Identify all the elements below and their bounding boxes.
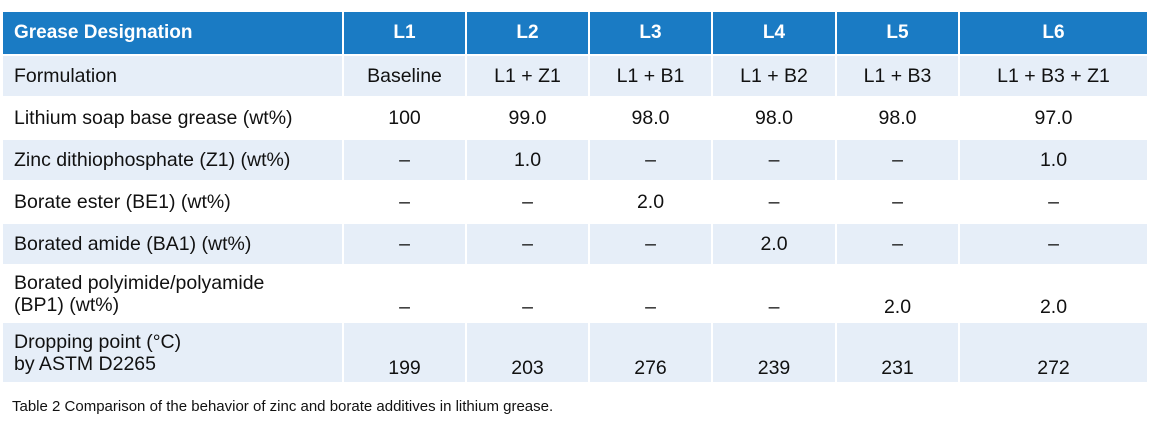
table-cell: – bbox=[836, 181, 960, 224]
table-cell: 272 bbox=[959, 322, 1147, 384]
table-row: Zinc dithiophosphate (Z1) (wt%) – 1.0 – … bbox=[3, 139, 1147, 182]
table-cell: 199 bbox=[343, 322, 467, 384]
row-label: Lithium soap base grease (wt%) bbox=[3, 97, 344, 140]
table-row: Dropping point (°C) by ASTM D2265 199 20… bbox=[3, 322, 1147, 384]
table-cell: 231 bbox=[836, 322, 960, 384]
header-col-l2: L2 bbox=[466, 12, 590, 56]
table-header: Grease Designation L1 L2 L3 L4 L5 L6 bbox=[3, 12, 1147, 56]
table-cell: 2.0 bbox=[959, 265, 1147, 323]
table-cell: – bbox=[343, 181, 467, 224]
table-cell: – bbox=[343, 139, 467, 182]
table-cell: – bbox=[466, 181, 590, 224]
table-cell: L1 + B3 + Z1 bbox=[959, 55, 1147, 98]
row-label: Borate ester (BE1) (wt%) bbox=[3, 181, 344, 224]
table-cell: 1.0 bbox=[466, 139, 590, 182]
row-label: Dropping point (°C) by ASTM D2265 bbox=[3, 322, 344, 384]
table-cell: Baseline bbox=[343, 55, 467, 98]
table-cell: – bbox=[712, 265, 837, 323]
table-cell: – bbox=[589, 265, 713, 323]
row-label: Borated polyimide/polyamide (BP1) (wt%) bbox=[3, 265, 344, 323]
table-cell: – bbox=[712, 139, 837, 182]
table-cell: – bbox=[712, 181, 837, 224]
table-cell: – bbox=[343, 265, 467, 323]
table-cell: 239 bbox=[712, 322, 837, 384]
row-label-line: Borated polyimide/polyamide bbox=[14, 271, 265, 294]
table-cell: L1 + B3 bbox=[836, 55, 960, 98]
row-label: Zinc dithiophosphate (Z1) (wt%) bbox=[3, 139, 344, 182]
table-row: Formulation Baseline L1 + Z1 L1 + B1 L1 … bbox=[3, 55, 1147, 98]
table-cell: – bbox=[589, 139, 713, 182]
header-col-l3: L3 bbox=[589, 12, 713, 56]
header-col-l5: L5 bbox=[836, 12, 960, 56]
table-cell: 1.0 bbox=[959, 139, 1147, 182]
table-caption: Table 2 Comparison of the behavior of zi… bbox=[12, 398, 554, 415]
row-label: Borated amide (BA1) (wt%) bbox=[3, 223, 344, 266]
table-cell: L1 + B1 bbox=[589, 55, 713, 98]
table-cell: 97.0 bbox=[959, 97, 1147, 140]
header-col-l6: L6 bbox=[959, 12, 1147, 56]
header-label: Grease Designation bbox=[3, 12, 344, 56]
table-cell: 2.0 bbox=[712, 223, 837, 266]
table-cell: 2.0 bbox=[589, 181, 713, 224]
table-cell: 100 bbox=[343, 97, 467, 140]
table-row: Borated amide (BA1) (wt%) – – – 2.0 – – bbox=[3, 223, 1147, 266]
header-row: Grease Designation L1 L2 L3 L4 L5 L6 bbox=[3, 12, 1147, 56]
table-cell: 203 bbox=[466, 322, 590, 384]
table-cell: – bbox=[466, 265, 590, 323]
row-label: Formulation bbox=[3, 55, 344, 98]
table-cell: – bbox=[343, 223, 467, 266]
table-cell: 98.0 bbox=[589, 97, 713, 140]
table-cell: – bbox=[959, 223, 1147, 266]
table-cell: 276 bbox=[589, 322, 713, 384]
grease-comparison-table: Grease Designation L1 L2 L3 L4 L5 L6 For… bbox=[3, 12, 1147, 384]
table-cell: L1 + B2 bbox=[712, 55, 837, 98]
table-row: Lithium soap base grease (wt%) 100 99.0 … bbox=[3, 97, 1147, 140]
table-body: Formulation Baseline L1 + Z1 L1 + B1 L1 … bbox=[3, 55, 1147, 384]
table-cell: – bbox=[589, 223, 713, 266]
header-col-l1: L1 bbox=[343, 12, 467, 56]
table-cell: 98.0 bbox=[712, 97, 837, 140]
table-row: Borate ester (BE1) (wt%) – – 2.0 – – – bbox=[3, 181, 1147, 224]
table-cell: 99.0 bbox=[466, 97, 590, 140]
header-col-l4: L4 bbox=[712, 12, 837, 56]
table-cell: – bbox=[466, 223, 590, 266]
row-label-line: Dropping point (°C) bbox=[14, 330, 182, 353]
table-cell: – bbox=[836, 139, 960, 182]
table-cell: L1 + Z1 bbox=[466, 55, 590, 98]
table-row: Borated polyimide/polyamide (BP1) (wt%) … bbox=[3, 265, 1147, 323]
table-cell: 2.0 bbox=[836, 265, 960, 323]
table-cell: – bbox=[836, 223, 960, 266]
row-label-line: by ASTM D2265 bbox=[14, 352, 156, 375]
table-cell: – bbox=[959, 181, 1147, 224]
table-cell: 98.0 bbox=[836, 97, 960, 140]
row-label-line: (BP1) (wt%) bbox=[14, 293, 120, 316]
